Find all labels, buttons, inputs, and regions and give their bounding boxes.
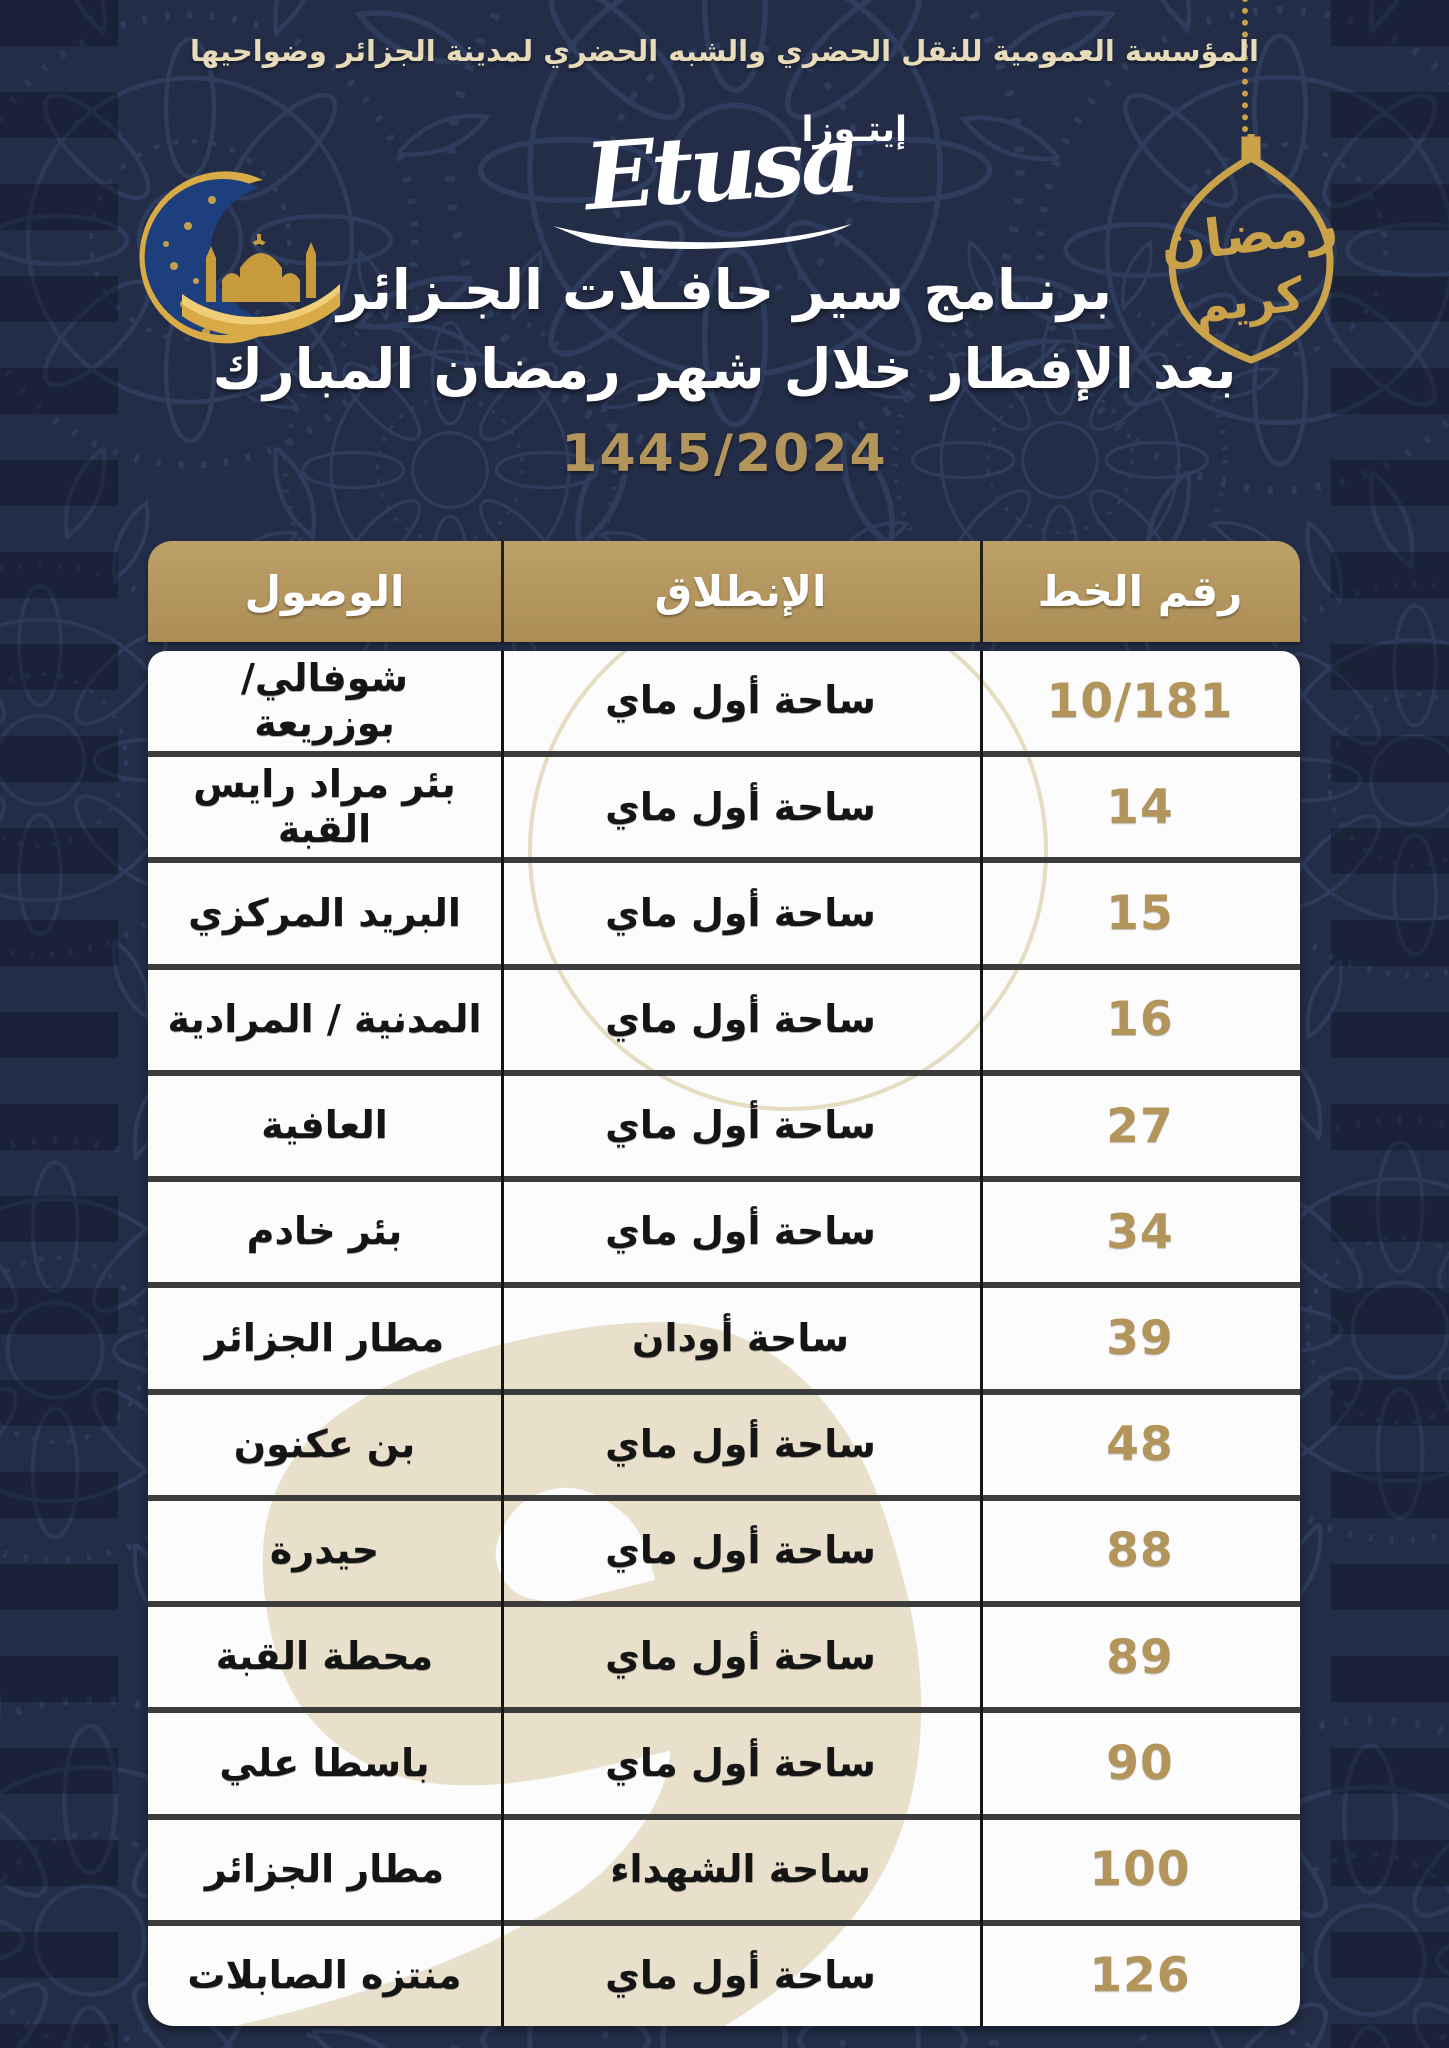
- table-row: 90 ساحة أول ماي باسطا علي: [148, 1707, 1300, 1813]
- body-column-divider: [501, 651, 504, 2026]
- arrival-cell: البريد المركزي: [188, 890, 461, 935]
- right-border-ornament: [1331, 0, 1449, 2048]
- line-number-cell: 16: [1106, 992, 1174, 1048]
- line-number-cell: 48: [1106, 1417, 1174, 1473]
- logo-underline-swoosh: [553, 224, 851, 249]
- arrival-cell: بئر خادم: [246, 1209, 403, 1254]
- line-number-cell: 34: [1106, 1204, 1174, 1260]
- poster-title-line2: بعد الإفطار خلال شهر رمضان المبارك: [212, 337, 1237, 401]
- schedule-body: و 10/181 ساحة أول ماي شوفالي/ بوزريعة 14…: [148, 651, 1300, 2026]
- body-column-divider: [980, 651, 983, 2026]
- table-header-row: رقم الخط الإنطلاق الوصول: [148, 541, 1300, 642]
- departure-cell: ساحة أول ماي: [605, 1209, 876, 1254]
- line-number-cell: 27: [1106, 1098, 1174, 1154]
- departure-cell: ساحة أودان: [632, 1315, 849, 1360]
- departure-cell: ساحة أول ماي: [605, 1528, 876, 1573]
- arrival-cell: بن عكنون: [233, 1421, 416, 1466]
- departure-cell: ساحة أول ماي: [605, 1740, 876, 1785]
- arrival-cell: مطار الجزائر: [204, 1315, 445, 1360]
- arrival-cell: العافية: [261, 1103, 388, 1148]
- table-row: 100 ساحة الشهداء مطار الجزائر: [148, 1813, 1300, 1920]
- line-number-cell: 90: [1106, 1735, 1174, 1791]
- line-number-cell: 100: [1089, 1842, 1191, 1898]
- left-border-ornament: [0, 0, 118, 2048]
- ramadan-kareem-lantern-calligraphy: رمضان كريم: [1157, 134, 1341, 364]
- table-row: 15 ساحة أول ماي البريد المركزي: [148, 857, 1300, 963]
- ornament-word-kareem: كريم: [1192, 267, 1307, 334]
- etusa-logo-arabic: إيتـوزا: [801, 110, 907, 150]
- arrival-cell: المدنية / المرادية: [167, 997, 482, 1042]
- organization-name: المؤسسة العمومية للنقل الحضري والشبه الح…: [190, 34, 1259, 68]
- arrival-cell: بئر مراد رايس القبة: [193, 761, 456, 852]
- departure-cell: ساحة أول ماي: [605, 678, 876, 723]
- departure-cell: ساحة أول ماي: [605, 1953, 876, 1998]
- table-row: 48 ساحة أول ماي بن عكنون: [148, 1388, 1300, 1495]
- departure-cell: ساحة أول ماي: [605, 1421, 876, 1466]
- header-line-number: رقم الخط: [1037, 567, 1243, 616]
- table-row: 34 ساحة أول ماي بئر خادم: [148, 1176, 1300, 1282]
- table-row: 14 ساحة أول ماي بئر مراد رايس القبة: [148, 751, 1300, 857]
- table-row: 88 ساحة أول ماي حيدرة: [148, 1494, 1300, 1601]
- header-column-divider: [980, 541, 983, 642]
- etusa-logo: إيتـوزا Etusa: [545, 96, 935, 249]
- table-row: 16 ساحة أول ماي المدنية / المرادية: [148, 963, 1300, 1070]
- arrival-cell: حيدرة: [269, 1528, 380, 1573]
- bus-schedule-table: رقم الخط الإنطلاق الوصول و 10/181 ساحة أ…: [148, 541, 1300, 2026]
- line-number-cell: 88: [1106, 1523, 1174, 1579]
- lantern-chain: [1242, 0, 1248, 144]
- header-departure: الإنطلاق: [654, 567, 827, 616]
- arrival-cell: شوفالي/ بوزريعة: [241, 655, 408, 746]
- line-number-cell: 126: [1089, 1948, 1191, 2004]
- departure-cell: ساحة أول ماي: [605, 997, 876, 1042]
- departure-cell: ساحة أول ماي: [605, 890, 876, 935]
- departure-cell: ساحة أول ماي: [605, 1103, 876, 1148]
- poster-title-line1: برنـامج سير حافـلات الجـزائر: [337, 258, 1112, 322]
- table-row: 27 ساحة أول ماي العافية: [148, 1069, 1300, 1176]
- header-arrival: الوصول: [244, 567, 405, 616]
- header-column-divider: [501, 541, 504, 642]
- table-row: 10/181 ساحة أول ماي شوفالي/ بوزريعة: [148, 651, 1300, 751]
- line-number-cell: 15: [1106, 886, 1174, 942]
- table-row: 39 ساحة أودان مطار الجزائر: [148, 1282, 1300, 1388]
- arrival-cell: مطار الجزائر: [204, 1846, 445, 1891]
- crescent-moon-mosque-icon: [139, 171, 340, 344]
- departure-cell: ساحة الشهداء: [610, 1846, 871, 1891]
- departure-cell: ساحة أول ماي: [605, 1634, 876, 1679]
- arrival-cell: باسطا علي: [219, 1740, 430, 1785]
- table-row: 126 ساحة أول ماي منتزه الصابلات: [148, 1919, 1300, 2026]
- line-number-cell: 10/181: [1046, 673, 1234, 729]
- line-number-cell: 89: [1106, 1629, 1174, 1685]
- line-number-cell: 39: [1106, 1311, 1174, 1367]
- hijri-gregorian-year: 1445/2024: [561, 424, 888, 484]
- table-row: 89 ساحة أول ماي محطة القبة: [148, 1601, 1300, 1707]
- arrival-cell: منتزه الصابلات: [187, 1953, 462, 1998]
- line-number-cell: 14: [1106, 779, 1174, 835]
- etusa-logo-latin: Etusa: [581, 104, 860, 232]
- departure-cell: ساحة أول ماي: [605, 784, 876, 829]
- arrival-cell: محطة القبة: [215, 1634, 434, 1679]
